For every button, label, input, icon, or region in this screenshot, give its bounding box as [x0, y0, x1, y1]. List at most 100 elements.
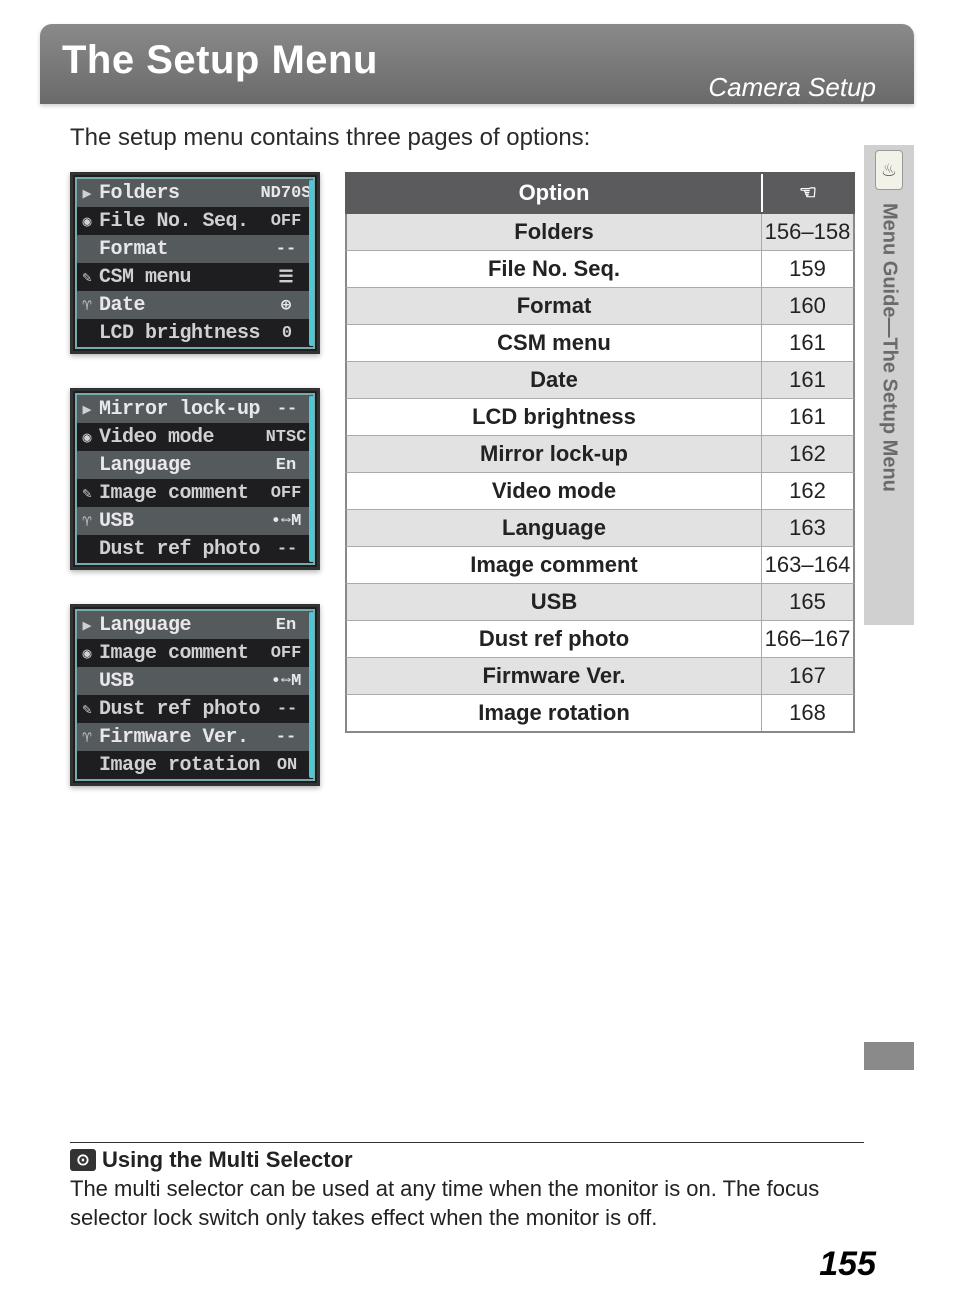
lcd-row-icon: ♈ [77, 296, 97, 315]
side-tab: ♨ Menu Guide—The Setup Menu [864, 145, 914, 625]
note-heading-row: ⊙ Using the Multi Selector [70, 1147, 864, 1173]
option-name: Image rotation [347, 695, 761, 731]
option-page: 165 [761, 584, 853, 620]
option-name: Folders [347, 214, 761, 250]
table-row: Format160 [345, 288, 855, 325]
magnify-icon: ⊙ [70, 1149, 96, 1171]
lcd-row-icon: ✎ [77, 484, 97, 503]
lcd-row-icon: ✎ [77, 700, 97, 719]
lcd-row: ♈Date⊕ [77, 291, 313, 319]
option-name: Date [347, 362, 761, 398]
lcd-row-icon: ▶ [77, 400, 97, 419]
lcd-row-value: OFF [259, 212, 313, 231]
lcd-row-label: Date [97, 294, 259, 317]
lcd-row-value: OFF [259, 644, 313, 663]
option-name: Format [347, 288, 761, 324]
option-name: LCD brightness [347, 399, 761, 435]
lcd-row-value: NTSC [259, 428, 313, 447]
footer-note: ⊙ Using the Multi Selector The multi sel… [70, 1142, 864, 1232]
table-row: Image rotation168 [345, 695, 855, 733]
lcd-row: ◉File No. Seq.OFF [77, 207, 313, 235]
lcd-row: ◉Video modeNTSC [77, 423, 313, 451]
lcd-row-label: Language [97, 454, 259, 477]
table-row: File No. Seq.159 [345, 251, 855, 288]
option-page: 163–164 [761, 547, 853, 583]
lcd-row: ✎CSM menu☰ [77, 263, 313, 291]
lcd-row-value: -- [259, 728, 313, 747]
option-col-header: Option [347, 174, 761, 212]
option-name: Video mode [347, 473, 761, 509]
lcd-row-value: -- [259, 240, 313, 259]
lcd-row-icon: ♈ [77, 728, 97, 747]
table-row: Mirror lock-up162 [345, 436, 855, 473]
lcd-row-label: File No. Seq. [97, 210, 259, 233]
table-row: CSM menu161 [345, 325, 855, 362]
option-page: 162 [761, 436, 853, 472]
lcd-row-value: ON [260, 756, 314, 775]
lcd-row: ✎Image commentOFF [77, 479, 313, 507]
lcd-row: ♈Firmware Ver.-- [77, 723, 313, 751]
lcd-row-label: Language [97, 614, 259, 637]
lcd-scrollbar [309, 180, 314, 346]
lcd-row-icon: ▶ [77, 616, 97, 635]
lcd-row: ◉Image commentOFF [77, 639, 313, 667]
lcd-row: ✎Dust ref photo-- [77, 695, 313, 723]
lcd-row-value: En [259, 456, 313, 475]
lcd-row: Image rotationON [77, 751, 313, 779]
option-page: 166–167 [761, 621, 853, 657]
lcd-row-value: OFF [259, 484, 313, 503]
table-row: Folders156–158 [345, 214, 855, 251]
option-table-header: Option ☜ [345, 172, 855, 214]
lcd-row-value: ND70S [259, 184, 313, 203]
lcd-row-value: -- [260, 540, 314, 559]
lcd-row: ♈USB•⇔M [77, 507, 313, 535]
lcd-row-value: -- [260, 700, 314, 719]
option-page: 159 [761, 251, 853, 287]
option-page: 161 [761, 325, 853, 361]
lcd-row-label: Format [97, 238, 259, 261]
option-page: 156–158 [761, 214, 853, 250]
lcd-screen: ▶LanguageEn◉Image commentOFFUSB•⇔M✎Dust … [70, 604, 320, 786]
option-table: Option ☜ Folders156–158File No. Seq.159F… [345, 172, 855, 733]
lcd-row: ▶FoldersND70S [77, 179, 313, 207]
lcd-screen: ▶FoldersND70S◉File No. Seq.OFFFormat--✎C… [70, 172, 320, 354]
option-page: 162 [761, 473, 853, 509]
lcd-row-label: Mirror lock-up [97, 398, 260, 421]
option-page: 160 [761, 288, 853, 324]
table-row: Firmware Ver.167 [345, 658, 855, 695]
table-row: Image comment163–164 [345, 547, 855, 584]
lcd-row-value: ⊕ [259, 295, 313, 316]
side-tab-label: Menu Guide—The Setup Menu [878, 195, 901, 615]
lcd-row-value: 0 [260, 324, 314, 343]
lcd-row: Dust ref photo-- [77, 535, 313, 563]
lcd-row-label: Image comment [97, 642, 259, 665]
table-row: Dust ref photo166–167 [345, 621, 855, 658]
option-name: Firmware Ver. [347, 658, 761, 694]
lcd-row-icon: ◉ [77, 428, 97, 447]
side-page-marker [864, 1042, 914, 1070]
option-name: Language [347, 510, 761, 546]
lcd-row-label: Dust ref photo [97, 698, 260, 721]
lcd-row-icon: ✎ [77, 268, 97, 287]
lcd-row-label: Firmware Ver. [97, 726, 259, 749]
lcd-row-value: •⇔M [259, 672, 313, 691]
note-heading: Using the Multi Selector [102, 1147, 353, 1173]
lcd-row-value: ☰ [259, 267, 313, 288]
lcd-row: USB•⇔M [77, 667, 313, 695]
lcd-row-label: Image rotation [97, 754, 260, 777]
lcd-row-label: Image comment [97, 482, 259, 505]
page-title: The Setup Menu [62, 38, 378, 83]
lcd-row-value: En [259, 616, 313, 635]
option-name: File No. Seq. [347, 251, 761, 287]
option-page: 168 [761, 695, 853, 731]
option-page: 161 [761, 362, 853, 398]
lcd-row-value: •⇔M [259, 512, 313, 531]
lcd-screen: ▶Mirror lock-up--◉Video modeNTSCLanguage… [70, 388, 320, 570]
option-name: Dust ref photo [347, 621, 761, 657]
lcd-row-icon: ◉ [77, 212, 97, 231]
table-row: LCD brightness161 [345, 399, 855, 436]
lcd-row-label: Video mode [97, 426, 259, 449]
lcd-row-label: Dust ref photo [97, 538, 260, 561]
table-row: Date161 [345, 362, 855, 399]
lcd-row-icon: ♈ [77, 512, 97, 531]
